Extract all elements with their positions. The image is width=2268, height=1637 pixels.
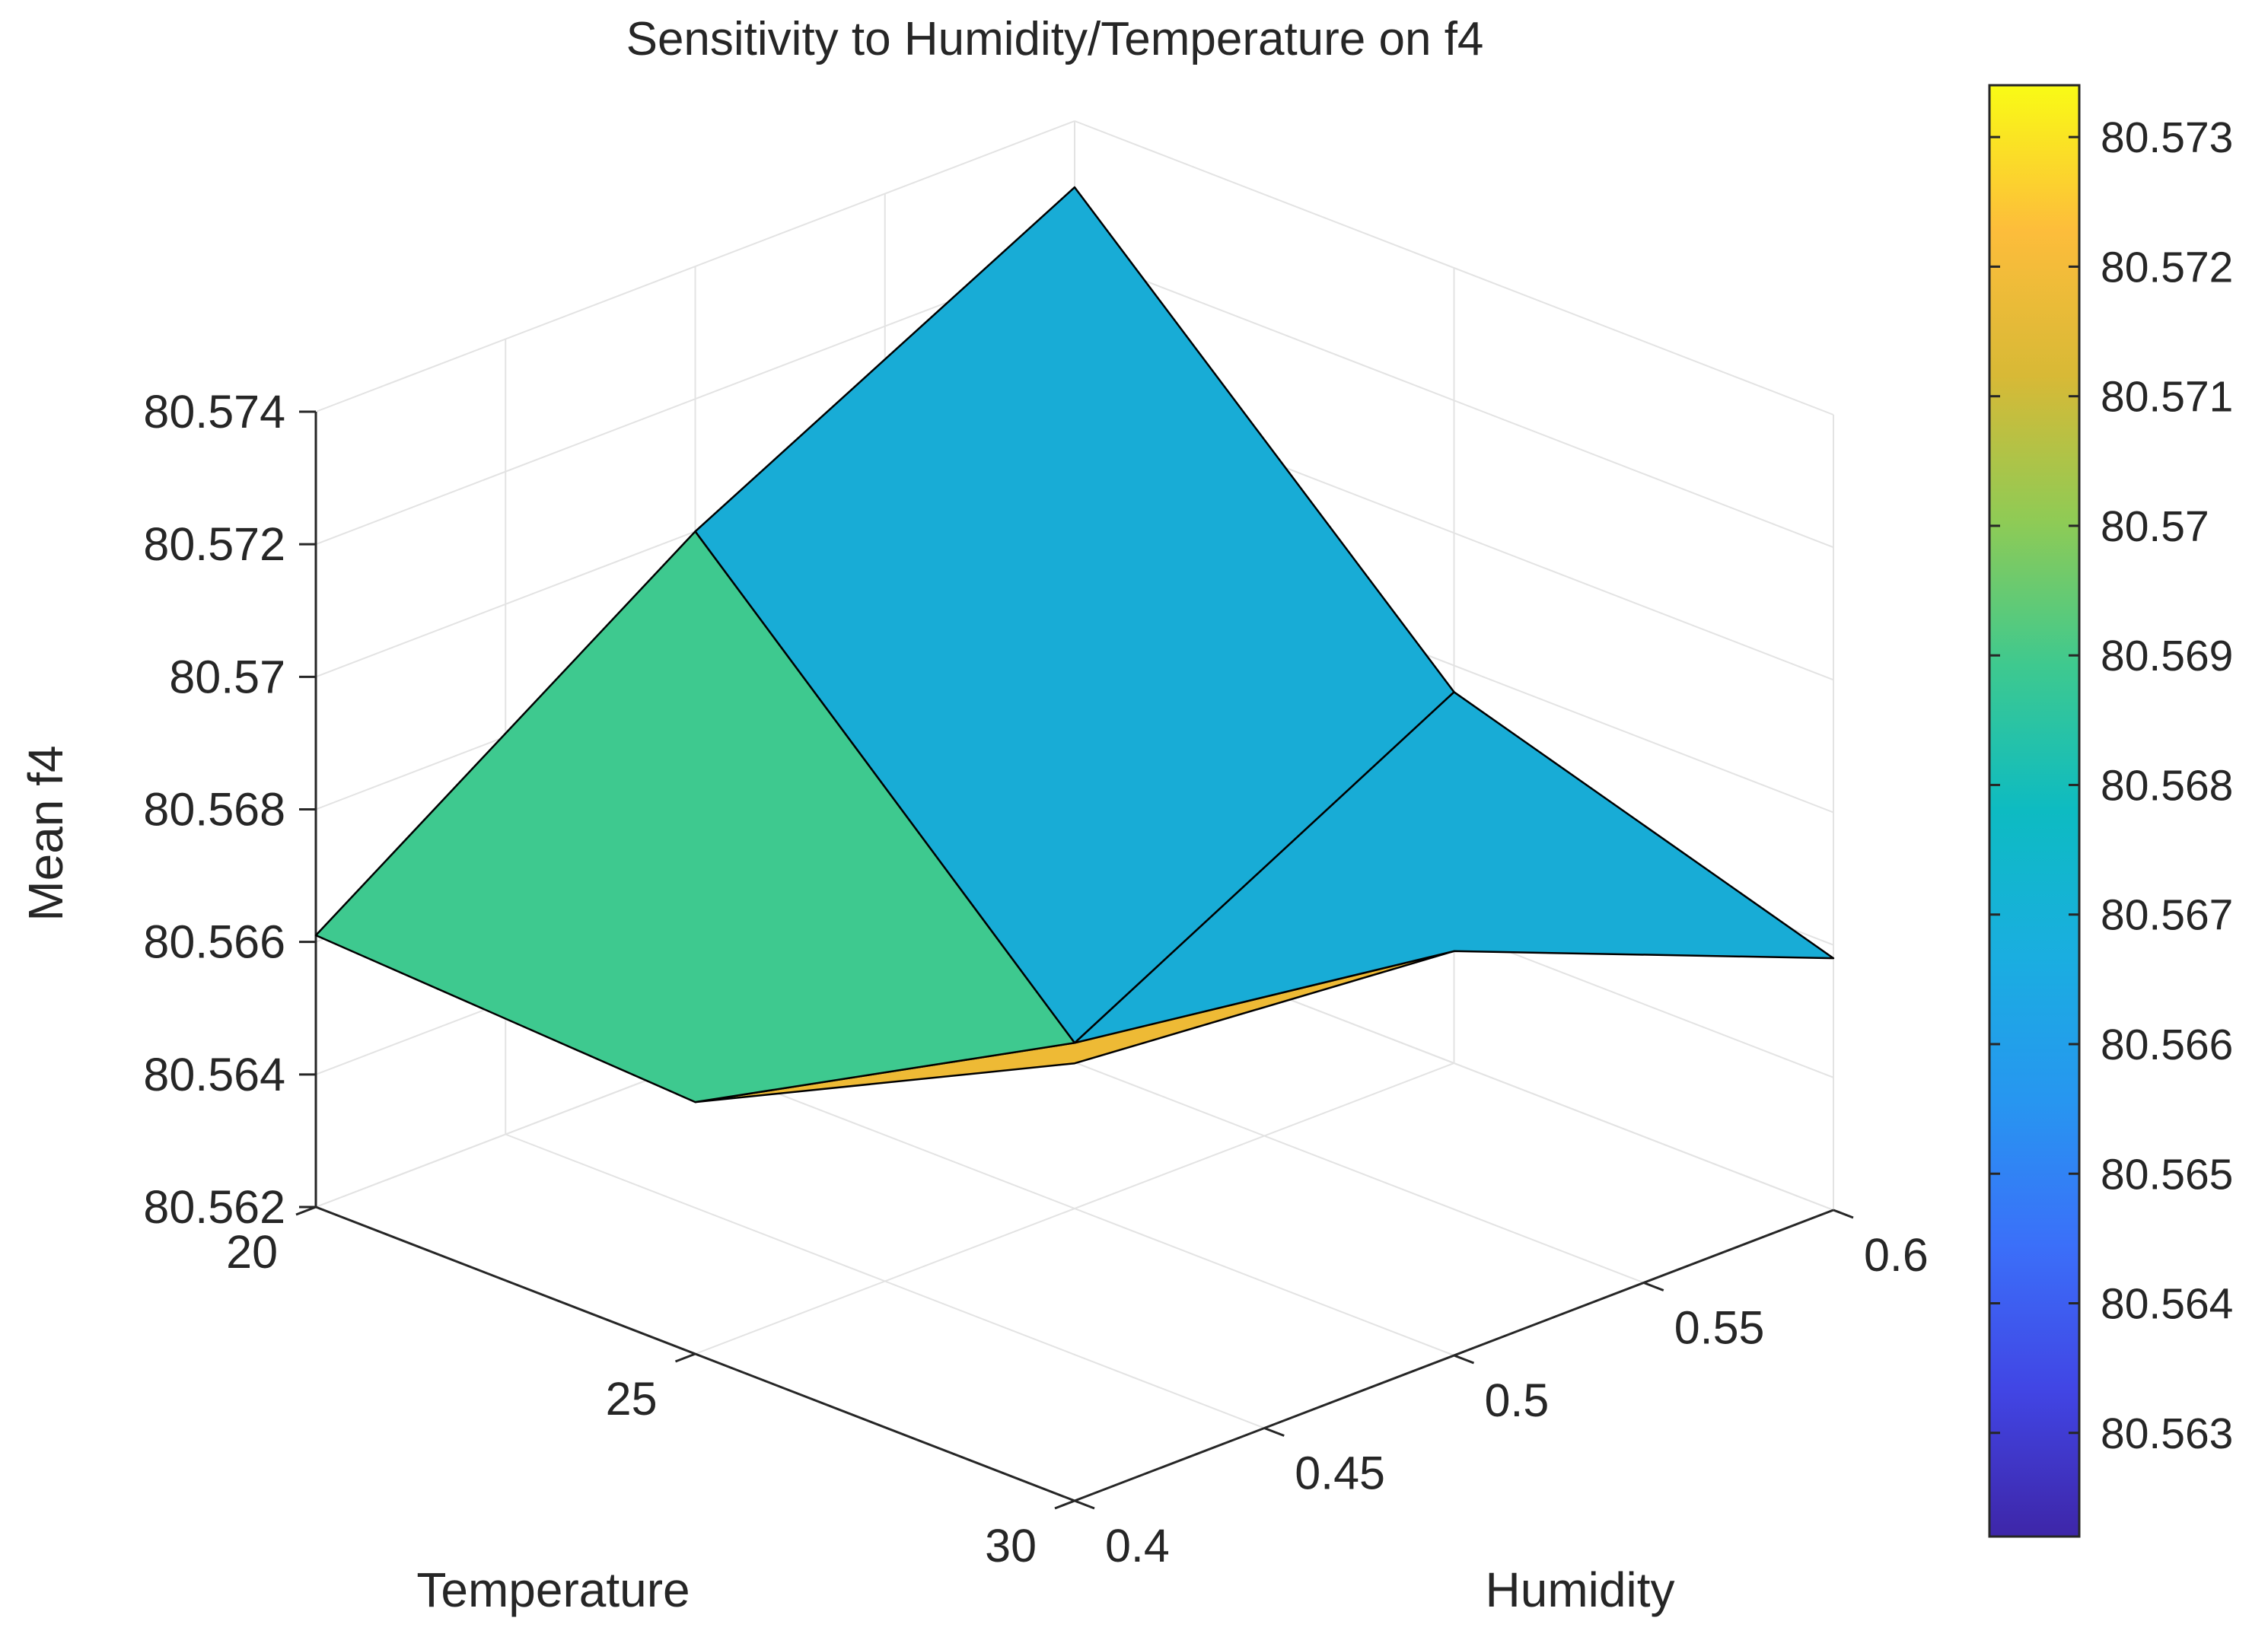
x-axis-label: Temperature bbox=[416, 1562, 690, 1617]
colorbar-tick-label: 80.565 bbox=[2101, 1150, 2233, 1199]
colorbar-tick-label: 80.57 bbox=[2101, 502, 2209, 551]
z-axis-label: Mean f4 bbox=[18, 745, 73, 921]
x-tick-label: 30 bbox=[985, 1520, 1037, 1572]
y-tick-label: 0.55 bbox=[1674, 1302, 1765, 1354]
z-tick-label: 80.566 bbox=[143, 916, 285, 968]
floor-grid-line bbox=[695, 1061, 1454, 1356]
z-tick-label: 80.574 bbox=[143, 386, 285, 438]
y-tick-mark bbox=[1833, 1209, 1854, 1219]
z-tick-label: 80.572 bbox=[143, 518, 285, 570]
x-tick-mark bbox=[1054, 1499, 1075, 1510]
colorbar-tick-label: 80.572 bbox=[2101, 243, 2233, 291]
y-tick-label: 0.4 bbox=[1105, 1520, 1170, 1572]
colorbar-tick-label: 80.564 bbox=[2101, 1280, 2233, 1329]
y-tick-label: 0.5 bbox=[1485, 1374, 1550, 1426]
y-tick-mark bbox=[1453, 1354, 1475, 1365]
chart-title: Sensitivity to Humidity/Temperature on f… bbox=[626, 13, 1484, 65]
colorbar-tick-label: 80.571 bbox=[2101, 373, 2233, 422]
x-tick-label: 25 bbox=[606, 1373, 658, 1425]
y-tick-label: 0.6 bbox=[1864, 1229, 1929, 1281]
y-tick-mark bbox=[1643, 1282, 1664, 1291]
floor-grid-line bbox=[505, 1133, 1265, 1429]
y-axis-label: Humidity bbox=[1486, 1562, 1675, 1617]
z-tick-label: 80.568 bbox=[143, 784, 285, 836]
y-tick-mark bbox=[1263, 1427, 1285, 1437]
colorbar-tick-label: 80.563 bbox=[2101, 1409, 2233, 1458]
y-tick-label: 0.45 bbox=[1295, 1448, 1385, 1499]
z-tick-label: 80.57 bbox=[169, 651, 285, 702]
colorbar-tick-label: 80.567 bbox=[2101, 891, 2233, 940]
x-tick-mark bbox=[674, 1352, 696, 1363]
colorbar: 80.563 80.564 80.565 80.566 80.567 80.568 80.5… bbox=[1988, 84, 2233, 1538]
colorbar-ticks: 80.563 80.564 80.565 80.566 80.567 80.568 80.5… bbox=[1989, 113, 2233, 1458]
axis-ticks: 80.562 80.564 80.566 80.568 80.57 80.572 80.57… bbox=[143, 386, 1928, 1572]
colorbar-tick-label: 80.568 bbox=[2101, 761, 2233, 810]
x-tick-mark bbox=[295, 1205, 317, 1216]
surface-face bbox=[694, 186, 1455, 1044]
colorbar-tick-label: 80.569 bbox=[2101, 632, 2233, 680]
z-tick-label: 80.564 bbox=[143, 1049, 285, 1100]
y-tick-mark bbox=[1074, 1499, 1095, 1510]
colorbar-gradient bbox=[1988, 84, 2081, 1538]
colorbar-tick-label: 80.573 bbox=[2101, 113, 2233, 162]
z-tick-label: 80.562 bbox=[143, 1181, 285, 1233]
x-tick-label: 20 bbox=[226, 1226, 278, 1278]
surface-plot bbox=[314, 186, 1835, 1104]
colorbar-tick-label: 80.566 bbox=[2101, 1021, 2233, 1069]
